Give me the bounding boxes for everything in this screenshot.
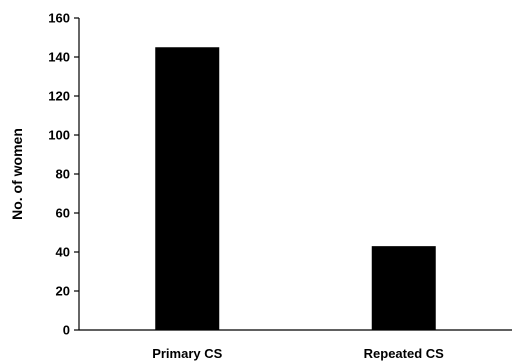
x-tick-label: Primary CS <box>152 346 222 361</box>
y-tick-label: 160 <box>48 11 70 26</box>
bar-primary-cs <box>155 47 220 330</box>
bars <box>155 47 436 330</box>
y-tick-label: 120 <box>48 89 70 104</box>
x-tick-label: Repeated CS <box>364 346 445 361</box>
y-tick-label: 140 <box>48 50 70 65</box>
bar-repeated-cs <box>371 246 436 330</box>
y-tick-labels: 0 20 40 60 80 100 120 140 160 <box>48 11 70 338</box>
x-tick-labels: Primary CS Repeated CS <box>152 346 444 361</box>
y-axis-title: No. of women <box>9 128 25 220</box>
y-tick-label: 100 <box>48 128 70 143</box>
y-tick-label: 80 <box>56 167 70 182</box>
y-tick-label: 60 <box>56 206 70 221</box>
y-tick-label: 0 <box>63 323 70 338</box>
y-axis <box>74 17 80 331</box>
y-tick-label: 40 <box>56 245 70 260</box>
y-tick-label: 20 <box>56 284 70 299</box>
